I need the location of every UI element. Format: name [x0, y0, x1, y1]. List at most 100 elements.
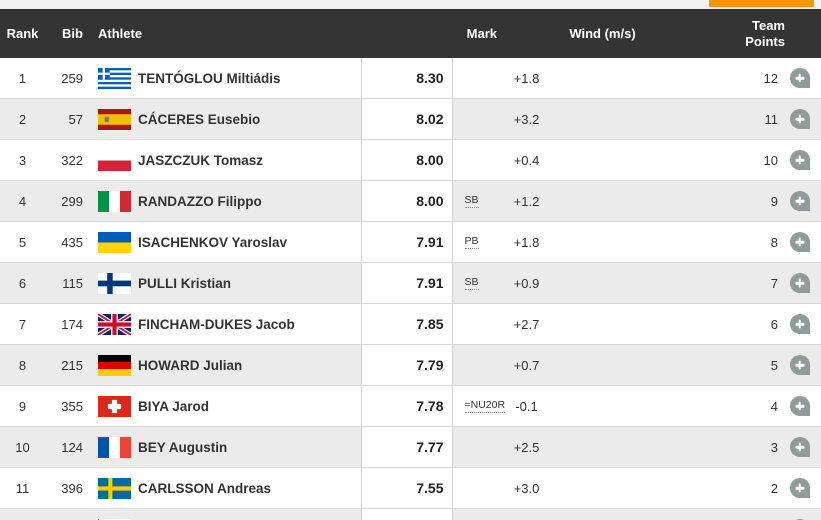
- athlete-name[interactable]: CARLSSON Andreas: [138, 480, 272, 496]
- header-bib: Bib: [62, 26, 83, 41]
- table-row: 2 57 CÁCERES Eusebio 8.02 +3.2 11: [0, 99, 821, 140]
- header-rank: Rank: [6, 26, 39, 41]
- mark-cell: 7.55: [360, 468, 453, 508]
- athlete-name[interactable]: BIYA Jarod: [138, 398, 210, 414]
- bib-cell: 215: [61, 357, 83, 373]
- team-points-cell: [556, 509, 779, 520]
- add-button[interactable]: [789, 478, 810, 498]
- athlete-name[interactable]: HOWARD Julian: [138, 357, 243, 373]
- header-team-points-line1: Team: [752, 17, 785, 33]
- bib-cell: 124: [61, 439, 83, 455]
- header-athlete: Athlete: [98, 26, 143, 41]
- add-button[interactable]: [789, 396, 810, 416]
- table-row: 4 299 RANDAZZO Filippo 8.00 SB +1.2 9: [0, 181, 821, 222]
- mark-cell: [360, 509, 453, 520]
- athlete-name[interactable]: ISACHENKOV Yaroslav: [138, 234, 288, 250]
- athlete-name[interactable]: FINCHAM-DUKES Jacob: [138, 316, 295, 332]
- header-mark: Mark: [466, 26, 497, 41]
- table-row: [0, 509, 821, 520]
- record-note-cell: [453, 345, 498, 385]
- flag-sweden-icon: [98, 468, 131, 508]
- plus-icon: [790, 396, 810, 416]
- wind-cell: +1.8: [513, 70, 540, 86]
- wind-cell: +3.0: [513, 480, 540, 496]
- athlete-name[interactable]: BEY Augustin: [138, 439, 228, 455]
- team-points-cell: 5: [770, 357, 778, 373]
- mark-cell: 7.77: [360, 427, 453, 467]
- mark-cell: 8.30: [360, 58, 453, 98]
- rank-cell: 3: [18, 152, 27, 168]
- mark-cell: 8.02: [360, 99, 453, 139]
- add-button[interactable]: [789, 314, 810, 334]
- wind-cell: +0.9: [513, 275, 540, 291]
- add-button[interactable]: [789, 437, 810, 457]
- flag-spain-icon: [98, 99, 131, 139]
- team-points-cell: 3: [770, 439, 778, 455]
- team-points-cell: 9: [770, 193, 778, 209]
- add-button[interactable]: [789, 109, 810, 129]
- athlete-name[interactable]: JASZCZUK Tomasz: [138, 152, 264, 168]
- bib-cell: 174: [61, 316, 83, 332]
- record-note-cell: SB: [453, 181, 498, 221]
- bib-cell: 115: [62, 275, 83, 291]
- record-note-cell: PB: [453, 222, 498, 262]
- table-row: 10 124 BEY Augustin 7.77 +2.5 3: [0, 427, 821, 468]
- table-row: 1 259 TENTÓGLOU Miltiádis 8.30 +1.8 12: [0, 58, 821, 99]
- rank-cell: 8: [18, 357, 27, 373]
- record-note-cell: [453, 509, 498, 520]
- athlete-name[interactable]: PULLI Kristian: [138, 275, 232, 291]
- table-row: 7 174 FINCHAM-DUKES Jacob 7.85 +2.7 6: [0, 304, 821, 345]
- plus-icon: [790, 109, 810, 129]
- wind-cell: +1.8: [513, 234, 540, 250]
- wind-cell: -0.1: [515, 398, 538, 414]
- header-team-points: Team Points: [700, 18, 821, 50]
- table-row: 3 322 JASZCZUK Tomasz 8.00 +0.4 10: [0, 140, 821, 181]
- athlete-name[interactable]: [131, 509, 361, 520]
- table-row: 6 115 PULLI Kristian 7.91 SB +0.9 7: [0, 263, 821, 304]
- wind-cell: +0.7: [513, 357, 540, 373]
- table-row: 9 355 BIYA Jarod 7.78 =NU20R -0.1 4: [0, 386, 821, 427]
- bib-cell: 355: [61, 398, 83, 414]
- table-header: Rank Bib Athlete Mark Wind (m/s) Team Po…: [0, 9, 821, 58]
- rank-cell: 9: [18, 398, 27, 414]
- add-button[interactable]: [789, 232, 810, 252]
- team-points-cell: 11: [764, 111, 779, 127]
- record-note-cell: [453, 468, 498, 508]
- athlete-name[interactable]: RANDAZZO Filippo: [138, 193, 262, 209]
- wind-cell: [498, 509, 556, 520]
- wind-cell: +1.2: [513, 193, 540, 209]
- add-button[interactable]: [789, 150, 810, 170]
- wind-cell: +3.2: [513, 111, 540, 127]
- flag-greece-icon: [98, 58, 131, 98]
- table-row: 11 396 CARLSSON Andreas 7.55 +3.0 2: [0, 468, 821, 509]
- mark-cell: 8.00: [360, 181, 453, 221]
- team-points-cell: 10: [763, 152, 778, 168]
- record-note-cell: SB: [453, 263, 498, 303]
- plus-icon: [790, 437, 810, 457]
- plus-icon: [790, 314, 810, 334]
- rank-cell: [0, 509, 45, 520]
- wind-cell: +0.4: [513, 152, 540, 168]
- flag-poland-icon: [98, 140, 131, 180]
- bib-cell: 322: [61, 152, 83, 168]
- athlete-name[interactable]: TENTÓGLOU Miltiádis: [138, 70, 281, 86]
- athlete-name[interactable]: CÁCERES Eusebio: [138, 111, 261, 127]
- mark-cell: 7.85: [360, 304, 453, 344]
- team-points-cell: 8: [770, 234, 778, 250]
- active-tab-sliver[interactable]: [709, 0, 814, 7]
- wind-cell: +2.5: [513, 439, 540, 455]
- add-button[interactable]: [789, 191, 810, 211]
- plus-icon: [790, 232, 810, 252]
- rank-cell: 7: [18, 316, 27, 332]
- bib-cell: 57: [68, 111, 83, 127]
- table-row: 5 435 ISACHENKOV Yaroslav 7.91 PB +1.8 8: [0, 222, 821, 263]
- add-button[interactable]: [789, 273, 810, 293]
- add-button[interactable]: [789, 68, 810, 88]
- plus-icon: [790, 150, 810, 170]
- flag-czechia-icon: [98, 509, 131, 520]
- rank-cell: 6: [18, 275, 27, 291]
- flag-germany-icon: [98, 345, 131, 385]
- add-button[interactable]: [789, 355, 810, 375]
- rank-cell: 2: [18, 111, 27, 127]
